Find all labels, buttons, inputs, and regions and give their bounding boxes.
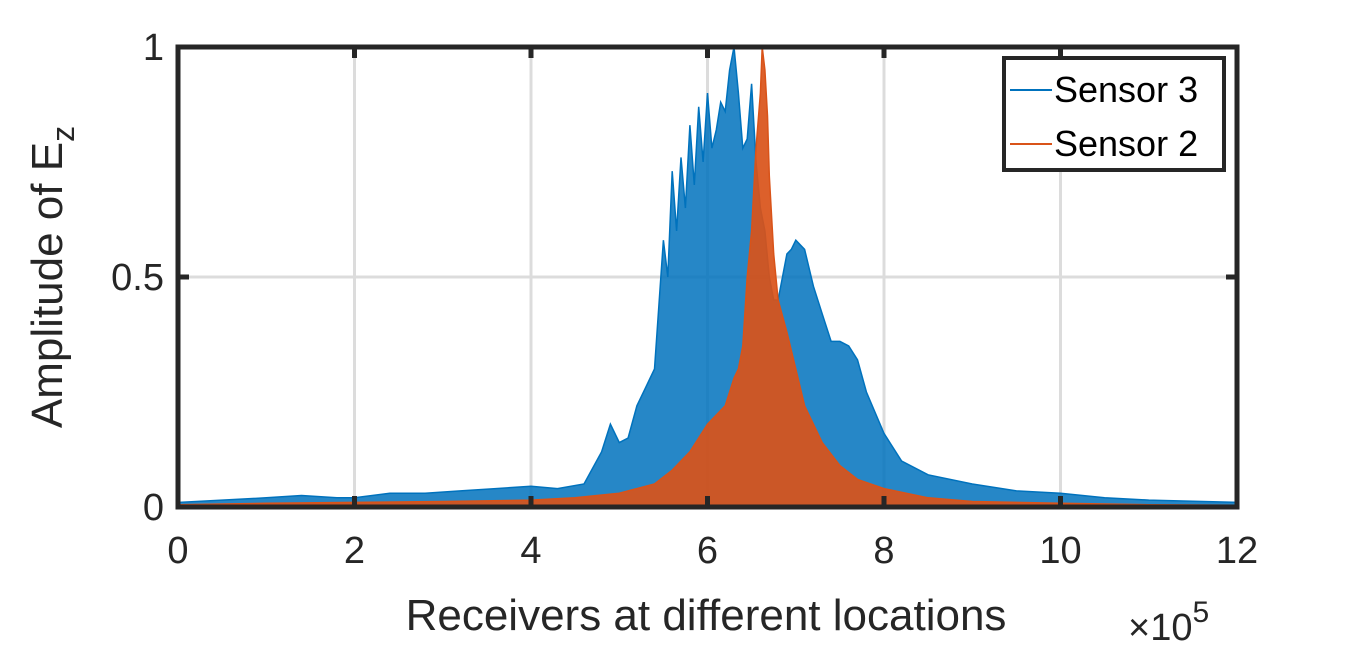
x-tick-label: 6 (697, 530, 718, 572)
legend: Sensor 3 Sensor 2 (1002, 56, 1226, 172)
x-axis-label: Receivers at different locations (406, 591, 1007, 640)
legend-box (1002, 56, 1226, 172)
x-tick-label: 0 (167, 530, 188, 572)
x-axis-exponent: ×105 (1128, 596, 1209, 649)
x-exponent-power: 5 (1192, 596, 1209, 629)
legend-label: Sensor 2 (1054, 123, 1198, 164)
series-area-1 (177, 46, 1238, 508)
ticks: 0 2 4 6 8 10 12 0 0.5 1 (111, 27, 1258, 572)
y-tick-label: 0.5 (111, 257, 164, 299)
x-tick-label: 12 (1216, 530, 1258, 572)
legend-label: Sensor 3 (1054, 69, 1198, 110)
series-group (177, 46, 1238, 508)
x-tick-label: 2 (344, 530, 365, 572)
y-tick-label: 0 (143, 487, 164, 529)
y-axis-label: Amplitude of Ez (23, 126, 81, 428)
x-exponent-base: ×10 (1128, 607, 1192, 649)
x-tick-label: 10 (1039, 530, 1081, 572)
x-tick-label: 4 (520, 530, 541, 572)
y-tick-label: 1 (143, 27, 164, 69)
legend-items: Sensor 3 Sensor 2 (1010, 69, 1198, 164)
y-axis-label-main: Amplitude of E (23, 142, 72, 428)
series-area-2 (177, 46, 1238, 508)
x-tick-label: 8 (873, 530, 894, 572)
y-axis-label-subscript: z (45, 126, 81, 142)
